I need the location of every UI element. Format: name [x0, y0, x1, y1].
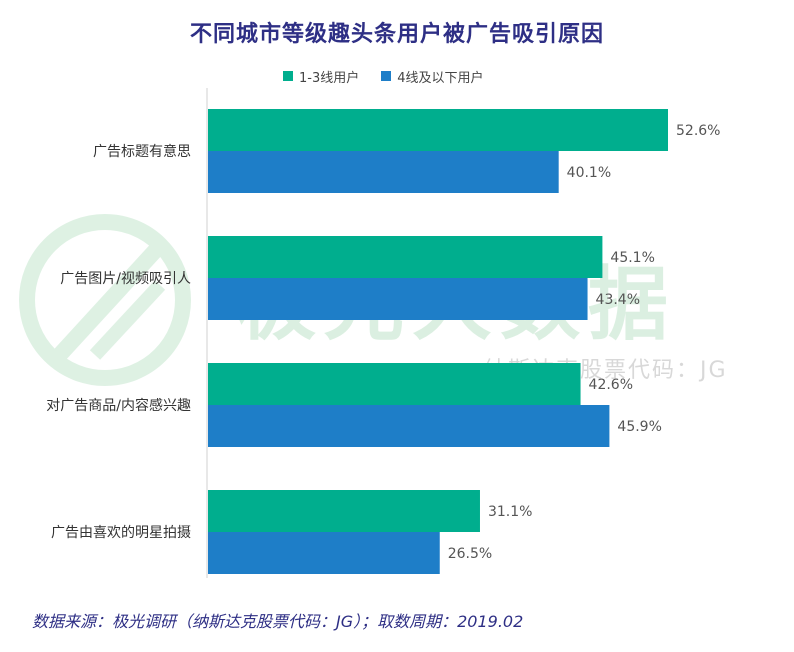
bar-series-1 [208, 109, 668, 151]
bar-value-label: 52.6% [676, 123, 720, 139]
source-note: 数据来源：极光调研（纳斯达克股票代码：JG）；取数周期：2019.02 [32, 612, 524, 631]
category-label: 广告标题有意思 [93, 143, 191, 160]
bar-series-1 [208, 236, 603, 278]
category-label: 广告由喜欢的明星拍摄 [51, 525, 191, 541]
chart-title: 不同城市等级趣头条用户被广告吸引原因 [189, 22, 604, 47]
legend-label-series-1: 1-3线用户 [299, 70, 360, 86]
legend-swatch-series-2 [381, 71, 392, 81]
bar-value-label: 26.5% [448, 546, 492, 562]
legend-swatch-series-1 [283, 71, 293, 81]
category-label: 对广告商品/内容感兴趣 [46, 397, 191, 414]
bar-series-2 [208, 278, 588, 320]
category-label: 广告图片/视频吸引人 [60, 271, 191, 287]
legend-item-series-2: 4线及以下用户 [381, 67, 484, 86]
bar-value-label: 40.1% [567, 165, 611, 181]
bar-series-1 [208, 363, 581, 405]
bar-value-label: 42.6% [589, 377, 633, 393]
bar-series-2 [208, 532, 440, 574]
legend-label-series-2: 4线及以下用户 [397, 70, 484, 86]
legend-item-series-1: 1-3线用户 [283, 67, 359, 86]
bar-series-2 [208, 151, 559, 193]
bar-series-1 [208, 490, 480, 532]
bar-value-label: 45.1% [610, 250, 654, 266]
bar-series-2 [208, 405, 610, 447]
bar-value-label: 31.1% [488, 504, 532, 520]
bar-value-label: 43.4% [596, 292, 640, 308]
chart-legend: 1-3线用户 4线及以下用户 [283, 67, 506, 86]
bar-value-label: 45.9% [617, 419, 661, 435]
